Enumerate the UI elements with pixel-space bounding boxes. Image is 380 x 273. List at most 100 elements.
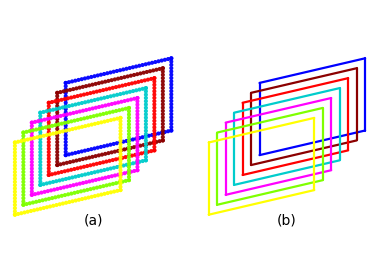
Circle shape — [135, 106, 139, 110]
Circle shape — [119, 159, 122, 163]
Circle shape — [55, 140, 59, 144]
Circle shape — [13, 193, 17, 197]
Circle shape — [119, 145, 122, 149]
Circle shape — [98, 112, 102, 117]
Circle shape — [85, 164, 89, 168]
Circle shape — [80, 101, 84, 105]
Circle shape — [57, 178, 62, 182]
Circle shape — [66, 192, 70, 196]
Circle shape — [161, 86, 165, 90]
Circle shape — [154, 140, 158, 144]
Circle shape — [79, 93, 83, 97]
Circle shape — [127, 116, 131, 120]
Circle shape — [161, 83, 165, 87]
Circle shape — [70, 103, 74, 107]
Circle shape — [115, 93, 119, 97]
Circle shape — [38, 111, 42, 115]
Circle shape — [54, 203, 59, 207]
Circle shape — [64, 143, 68, 147]
Circle shape — [30, 186, 34, 190]
Circle shape — [46, 117, 50, 121]
Circle shape — [87, 107, 92, 111]
Circle shape — [160, 58, 164, 63]
Circle shape — [64, 81, 68, 85]
Circle shape — [21, 189, 25, 194]
Circle shape — [143, 150, 147, 155]
Circle shape — [161, 138, 165, 143]
Circle shape — [64, 94, 68, 98]
Circle shape — [161, 132, 165, 136]
Circle shape — [30, 150, 34, 154]
Circle shape — [74, 110, 79, 114]
Circle shape — [46, 189, 50, 193]
Circle shape — [106, 95, 109, 99]
Circle shape — [169, 56, 173, 60]
Circle shape — [69, 96, 73, 100]
Circle shape — [144, 149, 148, 153]
Circle shape — [96, 97, 100, 101]
Circle shape — [92, 146, 97, 150]
Circle shape — [32, 136, 36, 140]
Circle shape — [169, 73, 173, 77]
Circle shape — [73, 102, 78, 106]
Circle shape — [148, 69, 152, 73]
Circle shape — [60, 194, 64, 198]
Circle shape — [133, 153, 137, 157]
Circle shape — [100, 80, 104, 84]
Circle shape — [106, 167, 109, 171]
Circle shape — [161, 119, 165, 123]
Circle shape — [128, 162, 132, 166]
Circle shape — [64, 81, 68, 85]
Circle shape — [157, 59, 161, 63]
Circle shape — [152, 76, 157, 80]
Circle shape — [64, 107, 68, 111]
Circle shape — [96, 146, 100, 150]
Circle shape — [60, 121, 64, 126]
Circle shape — [38, 135, 43, 139]
Circle shape — [161, 125, 165, 129]
Circle shape — [21, 130, 25, 135]
Circle shape — [64, 127, 68, 131]
Circle shape — [80, 173, 84, 177]
Circle shape — [88, 163, 92, 167]
Circle shape — [65, 185, 69, 189]
Circle shape — [152, 115, 157, 120]
Circle shape — [64, 177, 68, 181]
Circle shape — [63, 193, 67, 197]
Circle shape — [128, 90, 132, 94]
Circle shape — [30, 160, 34, 164]
Circle shape — [121, 140, 125, 144]
Circle shape — [152, 112, 157, 116]
Circle shape — [35, 135, 40, 139]
Circle shape — [38, 167, 42, 171]
Circle shape — [152, 93, 157, 97]
Circle shape — [30, 127, 34, 131]
Circle shape — [30, 176, 34, 180]
Circle shape — [82, 116, 86, 120]
Circle shape — [138, 144, 142, 148]
Circle shape — [41, 198, 44, 202]
Circle shape — [127, 129, 131, 133]
Circle shape — [73, 191, 77, 195]
Circle shape — [61, 105, 65, 109]
Circle shape — [92, 114, 96, 118]
Circle shape — [119, 182, 122, 186]
Circle shape — [67, 80, 71, 84]
Circle shape — [110, 174, 114, 178]
Circle shape — [169, 79, 173, 83]
Circle shape — [38, 120, 42, 124]
Circle shape — [149, 77, 153, 81]
Circle shape — [79, 189, 83, 193]
Circle shape — [47, 124, 51, 129]
Circle shape — [129, 170, 133, 174]
Circle shape — [124, 179, 128, 183]
Circle shape — [144, 135, 148, 140]
Circle shape — [47, 124, 51, 128]
Circle shape — [41, 182, 46, 186]
Circle shape — [69, 168, 73, 172]
Circle shape — [77, 174, 81, 178]
Circle shape — [21, 140, 25, 144]
Circle shape — [13, 206, 17, 210]
Circle shape — [152, 135, 157, 139]
Circle shape — [68, 160, 72, 164]
